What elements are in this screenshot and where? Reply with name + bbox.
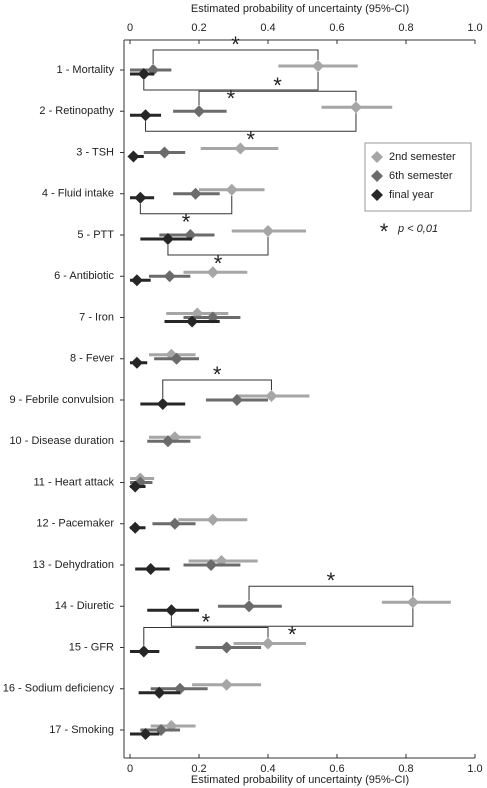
legend-marker <box>371 151 383 163</box>
point-estimate <box>225 183 238 196</box>
category-label: 8 - Fever <box>70 353 114 365</box>
significance-bracket <box>152 49 319 64</box>
point-estimate <box>137 68 150 80</box>
point-estimate <box>137 645 150 658</box>
point-estimate <box>161 435 174 448</box>
point-estimate <box>130 274 143 287</box>
point-estimate <box>220 641 233 654</box>
point-estimate <box>406 596 419 609</box>
point-estimate <box>205 559 218 571</box>
significance-star: * <box>202 609 211 634</box>
category-label: 13 - Dehydration <box>33 559 114 571</box>
point-estimate <box>129 521 142 534</box>
point-estimate <box>130 356 143 369</box>
significance-star: * <box>227 86 236 111</box>
x-tick-label-top: 0.4 <box>260 22 275 34</box>
category-label: 9 - Febrile convulsion <box>9 394 114 406</box>
point-estimate <box>144 563 157 575</box>
significance-bracket <box>198 90 357 106</box>
category-label: 3 - TSH <box>76 146 114 158</box>
x-tick-label-bottom: 0.6 <box>329 763 344 775</box>
legend-label: 2nd semester <box>389 151 456 163</box>
point-estimate <box>206 266 219 279</box>
point-estimate <box>220 678 233 691</box>
point-estimate <box>139 109 152 122</box>
point-estimate <box>186 315 199 328</box>
significance-star: * <box>214 251 223 276</box>
point-estimate <box>193 105 205 118</box>
point-estimate <box>129 480 142 493</box>
category-label: 4 - Fluid intake <box>42 188 114 200</box>
point-estimate <box>206 513 219 526</box>
significance-star: * <box>213 362 222 387</box>
x-tick-label-top: 0.6 <box>329 22 344 34</box>
point-estimate <box>243 600 256 613</box>
point-estimate <box>234 142 247 155</box>
legend-significance: p < 0,01 <box>397 223 438 235</box>
significance-star: * <box>327 568 336 593</box>
significance-star: * <box>246 127 255 152</box>
x-axis-title-top: Estimated probability of uncertainty (95… <box>191 3 409 15</box>
x-tick-label-bottom: 0 <box>127 763 133 775</box>
x-tick-label-top: 1.0 <box>467 22 482 34</box>
point-estimate <box>163 270 176 283</box>
significance-bracket <box>143 627 269 646</box>
point-estimate <box>165 604 178 617</box>
significance-bracket <box>248 585 414 601</box>
x-tick-label-top: 0.2 <box>191 22 206 34</box>
point-estimate <box>158 146 171 159</box>
point-estimate <box>189 187 202 200</box>
category-label: 5 - PTT <box>77 229 114 241</box>
point-estimate <box>265 390 278 402</box>
x-tick-label-bottom: 0.4 <box>260 763 275 775</box>
point-estimate <box>161 233 174 245</box>
significance-star: * <box>288 622 297 647</box>
category-label: 15 - GFR <box>69 641 114 653</box>
point-estimate <box>170 352 183 365</box>
category-label: 7 - Iron <box>79 311 114 323</box>
legend-marker <box>371 189 383 201</box>
significance-bracket <box>167 237 269 256</box>
x-axis-title-bottom: Estimated probability of uncertainty (95… <box>191 774 409 786</box>
significance-bracket <box>139 195 233 215</box>
category-label: 10 - Disease duration <box>9 435 114 447</box>
category-label: 17 - Smoking <box>49 724 114 736</box>
point-estimate <box>349 101 362 114</box>
x-tick-label-top: 0.8 <box>398 22 413 34</box>
significance-bracket <box>145 113 357 132</box>
category-label: 16 - Sodium deficiency <box>3 683 115 695</box>
category-label: 6 - Antibiotic <box>54 270 114 282</box>
point-estimate <box>230 394 243 406</box>
point-estimate <box>262 225 274 237</box>
category-label: 12 - Pacemaker <box>36 518 114 530</box>
x-tick-label-top: 0 <box>127 22 133 34</box>
significance-star: * <box>182 210 191 235</box>
legend-label: final year <box>389 189 434 201</box>
significance-bracket <box>162 379 272 398</box>
category-label: 11 - Heart attack <box>34 476 115 488</box>
significance-bracket <box>170 608 414 627</box>
category-label: 14 - Diuretic <box>55 600 115 612</box>
category-label: 1 - Mortality <box>57 64 115 76</box>
x-tick-label-bottom: 0.8 <box>398 763 413 775</box>
point-estimate <box>156 398 169 410</box>
significance-bracket <box>143 72 319 91</box>
x-tick-label-bottom: 0.2 <box>191 763 206 775</box>
x-tick-label-bottom: 1.0 <box>467 763 482 775</box>
legend-marker <box>371 170 383 182</box>
point-estimate <box>262 637 274 650</box>
point-estimate <box>139 728 152 740</box>
point-estimate <box>127 150 140 163</box>
significance-star: * <box>273 73 282 98</box>
point-estimate <box>134 191 147 204</box>
point-estimate <box>312 60 325 72</box>
significance-star: * <box>231 32 240 57</box>
legend-star: * <box>380 219 389 244</box>
category-label: 2 - Retinopathy <box>39 105 114 117</box>
point-estimate <box>153 686 166 699</box>
legend-label: 6th semester <box>389 170 453 182</box>
point-estimate <box>168 517 181 530</box>
legend-box <box>364 142 472 212</box>
